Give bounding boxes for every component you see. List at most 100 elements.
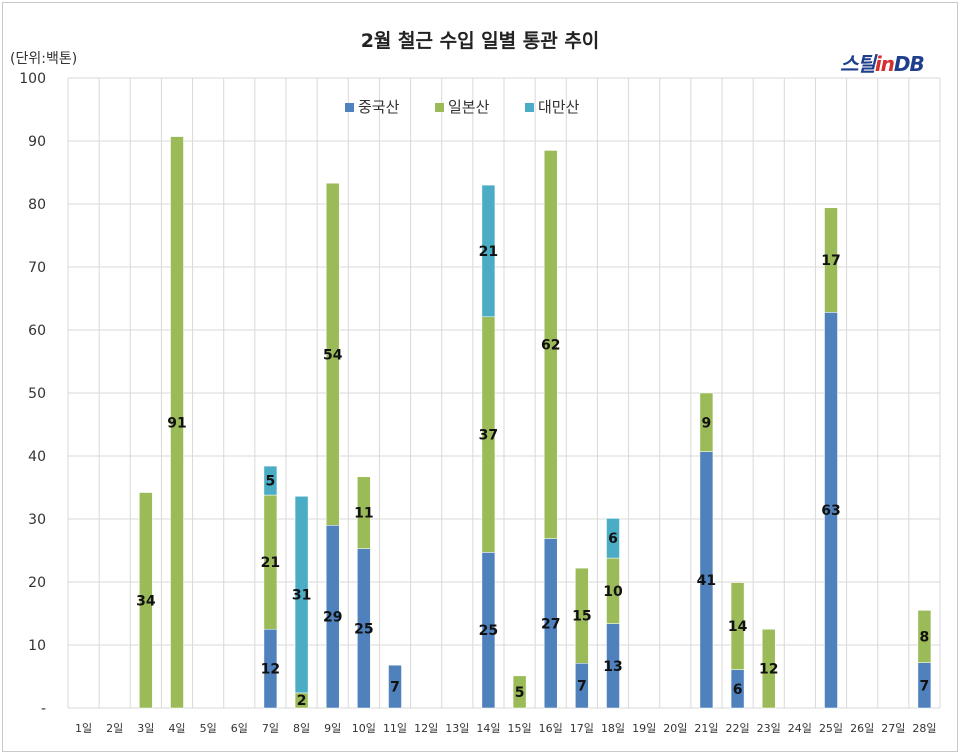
bar-segment	[730, 582, 745, 670]
data-label: 62	[541, 337, 560, 353]
x-tick-label: 18일	[601, 721, 625, 735]
y-tick-label: 10	[28, 638, 46, 654]
y-tick-label: 20	[28, 575, 46, 591]
brand-logo: 스틸inDB	[840, 48, 925, 77]
y-tick-label: 40	[28, 449, 46, 465]
legend-label: 대만산	[538, 98, 580, 116]
data-label: 54	[323, 347, 343, 363]
bar-segment	[512, 675, 527, 709]
x-tick-label: 27일	[881, 721, 905, 735]
bar-segment	[606, 518, 620, 559]
data-label: 21	[261, 555, 280, 571]
x-tick-label: 17일	[570, 721, 594, 735]
data-label: 6	[733, 682, 743, 698]
legend-swatch	[345, 103, 354, 112]
x-tick-label: 16일	[539, 721, 563, 735]
x-tick-label: 28일	[912, 721, 936, 735]
bar-segment	[575, 567, 589, 664]
x-tick-label: 15일	[508, 721, 532, 735]
data-label: 7	[577, 679, 587, 695]
data-label: 6	[608, 531, 618, 547]
data-label: 7	[390, 680, 400, 696]
data-label: 2	[297, 693, 307, 709]
x-tick-label: 19일	[632, 721, 656, 735]
logo-db-text: DB	[893, 52, 925, 76]
y-tick-label: 70	[28, 260, 46, 276]
x-tick-label: 4일	[168, 721, 185, 735]
data-label: 41	[697, 573, 716, 589]
x-tick-label: 23일	[757, 721, 781, 735]
x-tick-label: 8일	[293, 721, 310, 735]
y-tick-label: 50	[28, 386, 46, 402]
x-tick-label: 13일	[445, 721, 469, 735]
data-label: 15	[572, 609, 591, 625]
legend-label: 중국산	[358, 98, 400, 116]
data-label: 63	[821, 503, 840, 519]
data-label: 14	[728, 619, 748, 635]
data-label: 91	[167, 415, 186, 431]
legend-label: 일본산	[448, 98, 490, 116]
bar-segment	[917, 610, 932, 663]
data-label: 34	[136, 593, 156, 609]
data-label: 5	[515, 685, 525, 701]
data-label: 29	[323, 610, 342, 626]
data-label: 25	[479, 623, 498, 639]
data-label: 7	[920, 678, 930, 694]
bar-segment	[543, 150, 558, 539]
x-tick-label: 11일	[383, 721, 407, 735]
chart-title: 2월 철근 수입 일별 통관 추이	[360, 30, 600, 52]
x-tick-label: 26일	[850, 721, 874, 735]
x-tick-label: 6일	[231, 721, 248, 735]
bar-segment	[699, 392, 714, 452]
data-label: 27	[541, 616, 560, 632]
x-tick-label: 3일	[137, 721, 154, 735]
x-tick-label: 2일	[106, 721, 123, 735]
data-label: 12	[261, 662, 280, 678]
data-label: 8	[920, 629, 930, 645]
bar-segment	[294, 496, 309, 694]
data-label: 31	[292, 588, 311, 604]
x-tick-label: 5일	[200, 721, 217, 735]
data-label: 11	[354, 506, 373, 522]
x-tick-label: 24일	[788, 721, 812, 735]
x-tick-label: 20일	[663, 721, 687, 735]
unit-label: (단위:백톤)	[10, 51, 78, 67]
y-tick-label: 80	[28, 197, 46, 213]
data-label: 5	[266, 474, 276, 490]
x-tick-label: 7일	[262, 721, 279, 735]
y-tick-label: 100	[19, 71, 46, 87]
y-tick-label: 90	[28, 134, 46, 150]
x-tick-label: 22일	[726, 721, 750, 735]
bar-segment	[325, 182, 340, 526]
data-label: 10	[603, 584, 623, 600]
bar-segment	[170, 136, 184, 709]
y-tick-label: 30	[28, 512, 46, 528]
legend-swatch	[525, 103, 534, 112]
data-label: 13	[603, 659, 622, 675]
data-label: 12	[759, 662, 778, 678]
y-tick-label: -	[41, 701, 46, 717]
x-tick-label: 14일	[476, 721, 500, 735]
x-tick-label: 12일	[414, 721, 438, 735]
legend-swatch	[435, 103, 444, 112]
x-tick-label: 10일	[352, 721, 376, 735]
data-label: 21	[479, 244, 498, 260]
data-label: 9	[702, 415, 712, 431]
x-tick-label: 25일	[819, 721, 843, 735]
data-label: 17	[821, 253, 840, 269]
y-tick-label: 60	[28, 323, 46, 339]
bar-segment	[481, 184, 496, 318]
bar-segment	[263, 465, 278, 496]
bar-segment	[824, 207, 838, 313]
x-tick-label: 21일	[694, 721, 718, 735]
x-tick-label: 9일	[324, 721, 341, 735]
x-tick-label: 1일	[75, 721, 92, 735]
data-label: 25	[354, 621, 373, 637]
data-label: 37	[479, 428, 498, 444]
bar-segment	[761, 629, 776, 709]
bar-segment	[139, 492, 153, 709]
logo-in-text: in	[874, 52, 895, 76]
bar-segment	[357, 476, 371, 549]
logo-main-text: 스틸	[840, 52, 876, 76]
